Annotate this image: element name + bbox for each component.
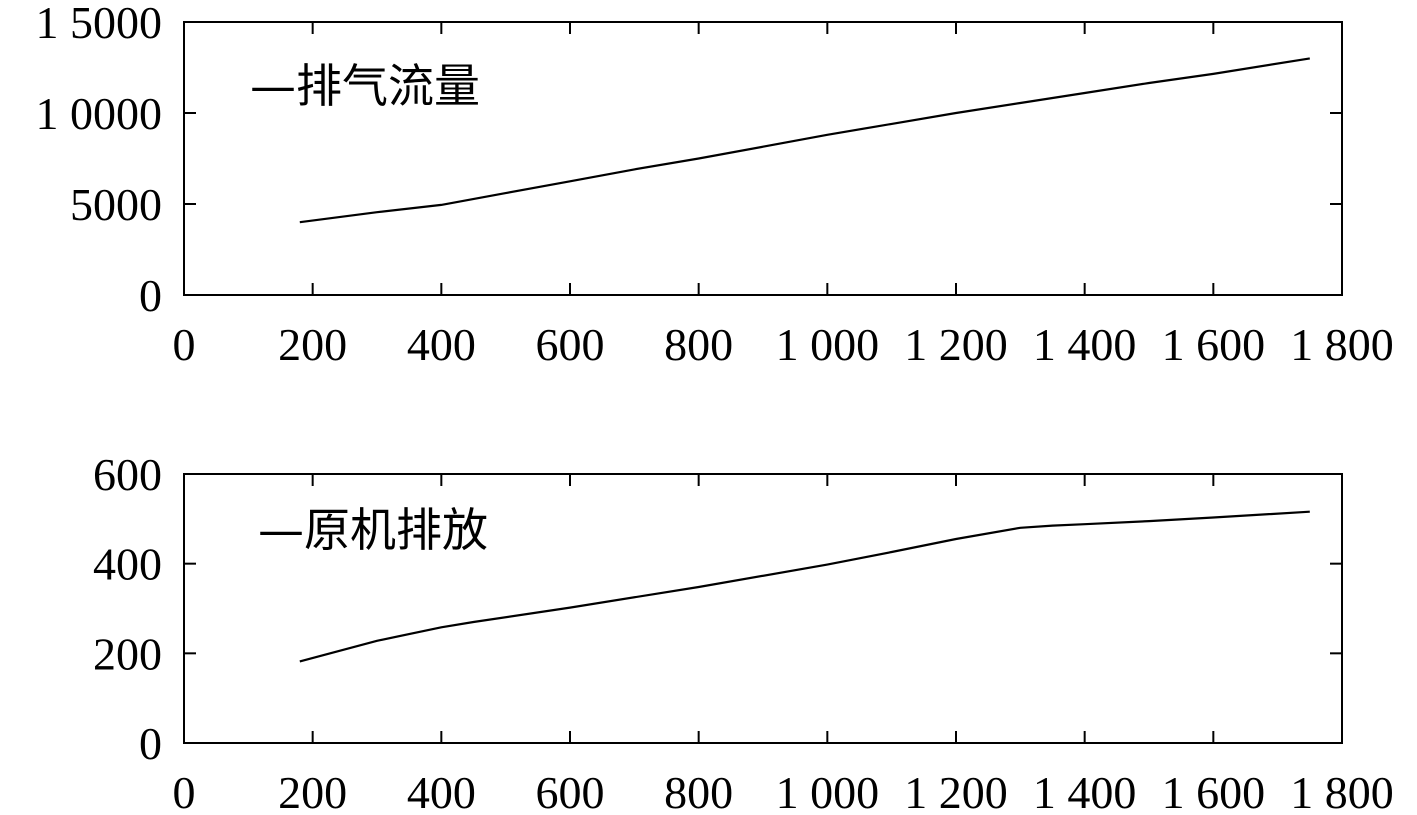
x-tick-label: 1 600 <box>1162 767 1266 815</box>
y-tick-label: 5000 <box>70 179 162 230</box>
y-tick-label: 1 0000 <box>36 88 163 139</box>
x-tick-label: 600 <box>536 767 605 815</box>
series-line <box>299 510 1310 663</box>
x-tick-label: 800 <box>664 767 733 815</box>
y-tick-label: 1 5000 <box>36 0 163 48</box>
plot-frame <box>183 473 1343 744</box>
x-tick-label: 1 400 <box>1033 767 1137 815</box>
x-tick-label: 600 <box>536 319 605 370</box>
legend-entry: —排气流量 <box>250 59 480 113</box>
x-tick-label: 1 800 <box>1290 767 1394 815</box>
chart-panel-2: 0 200 400 600 800 1 000 1 200 1 400 1 600 1 800 0 2… <box>93 449 1394 815</box>
y-tick-label: 400 <box>93 539 162 590</box>
x-tick-label: 0 <box>173 319 196 370</box>
y-tick-label: 0 <box>139 270 162 321</box>
x-tick-label: 200 <box>278 319 347 370</box>
chart-panel-1: 0 200 400 600 800 1 000 1 200 1 400 1 600 1 800 0 5… <box>36 0 1394 370</box>
y-tick-label: 200 <box>93 628 162 679</box>
x-tick-label: 0 <box>173 767 196 815</box>
x-tick-label: 1 000 <box>776 767 880 815</box>
x-tick-label: 1 000 <box>776 319 880 370</box>
series-line <box>299 57 1310 224</box>
x-tick-label: 1 200 <box>904 767 1008 815</box>
x-tick-label: 400 <box>407 767 476 815</box>
x-tick-label: 1 400 <box>1033 319 1137 370</box>
y-tick-label: 600 <box>93 449 162 500</box>
y-tick-label: 0 <box>139 718 162 769</box>
x-tick-label: 1 200 <box>904 319 1008 370</box>
x-tick-label: 400 <box>407 319 476 370</box>
x-tick-label: 800 <box>664 319 733 370</box>
x-tick-label: 1 600 <box>1162 319 1266 370</box>
legend-entry: —原机排放 <box>258 503 488 557</box>
plot-frame <box>183 21 1343 296</box>
x-tick-label: 200 <box>278 767 347 815</box>
x-tick-label: 1 800 <box>1290 319 1394 370</box>
